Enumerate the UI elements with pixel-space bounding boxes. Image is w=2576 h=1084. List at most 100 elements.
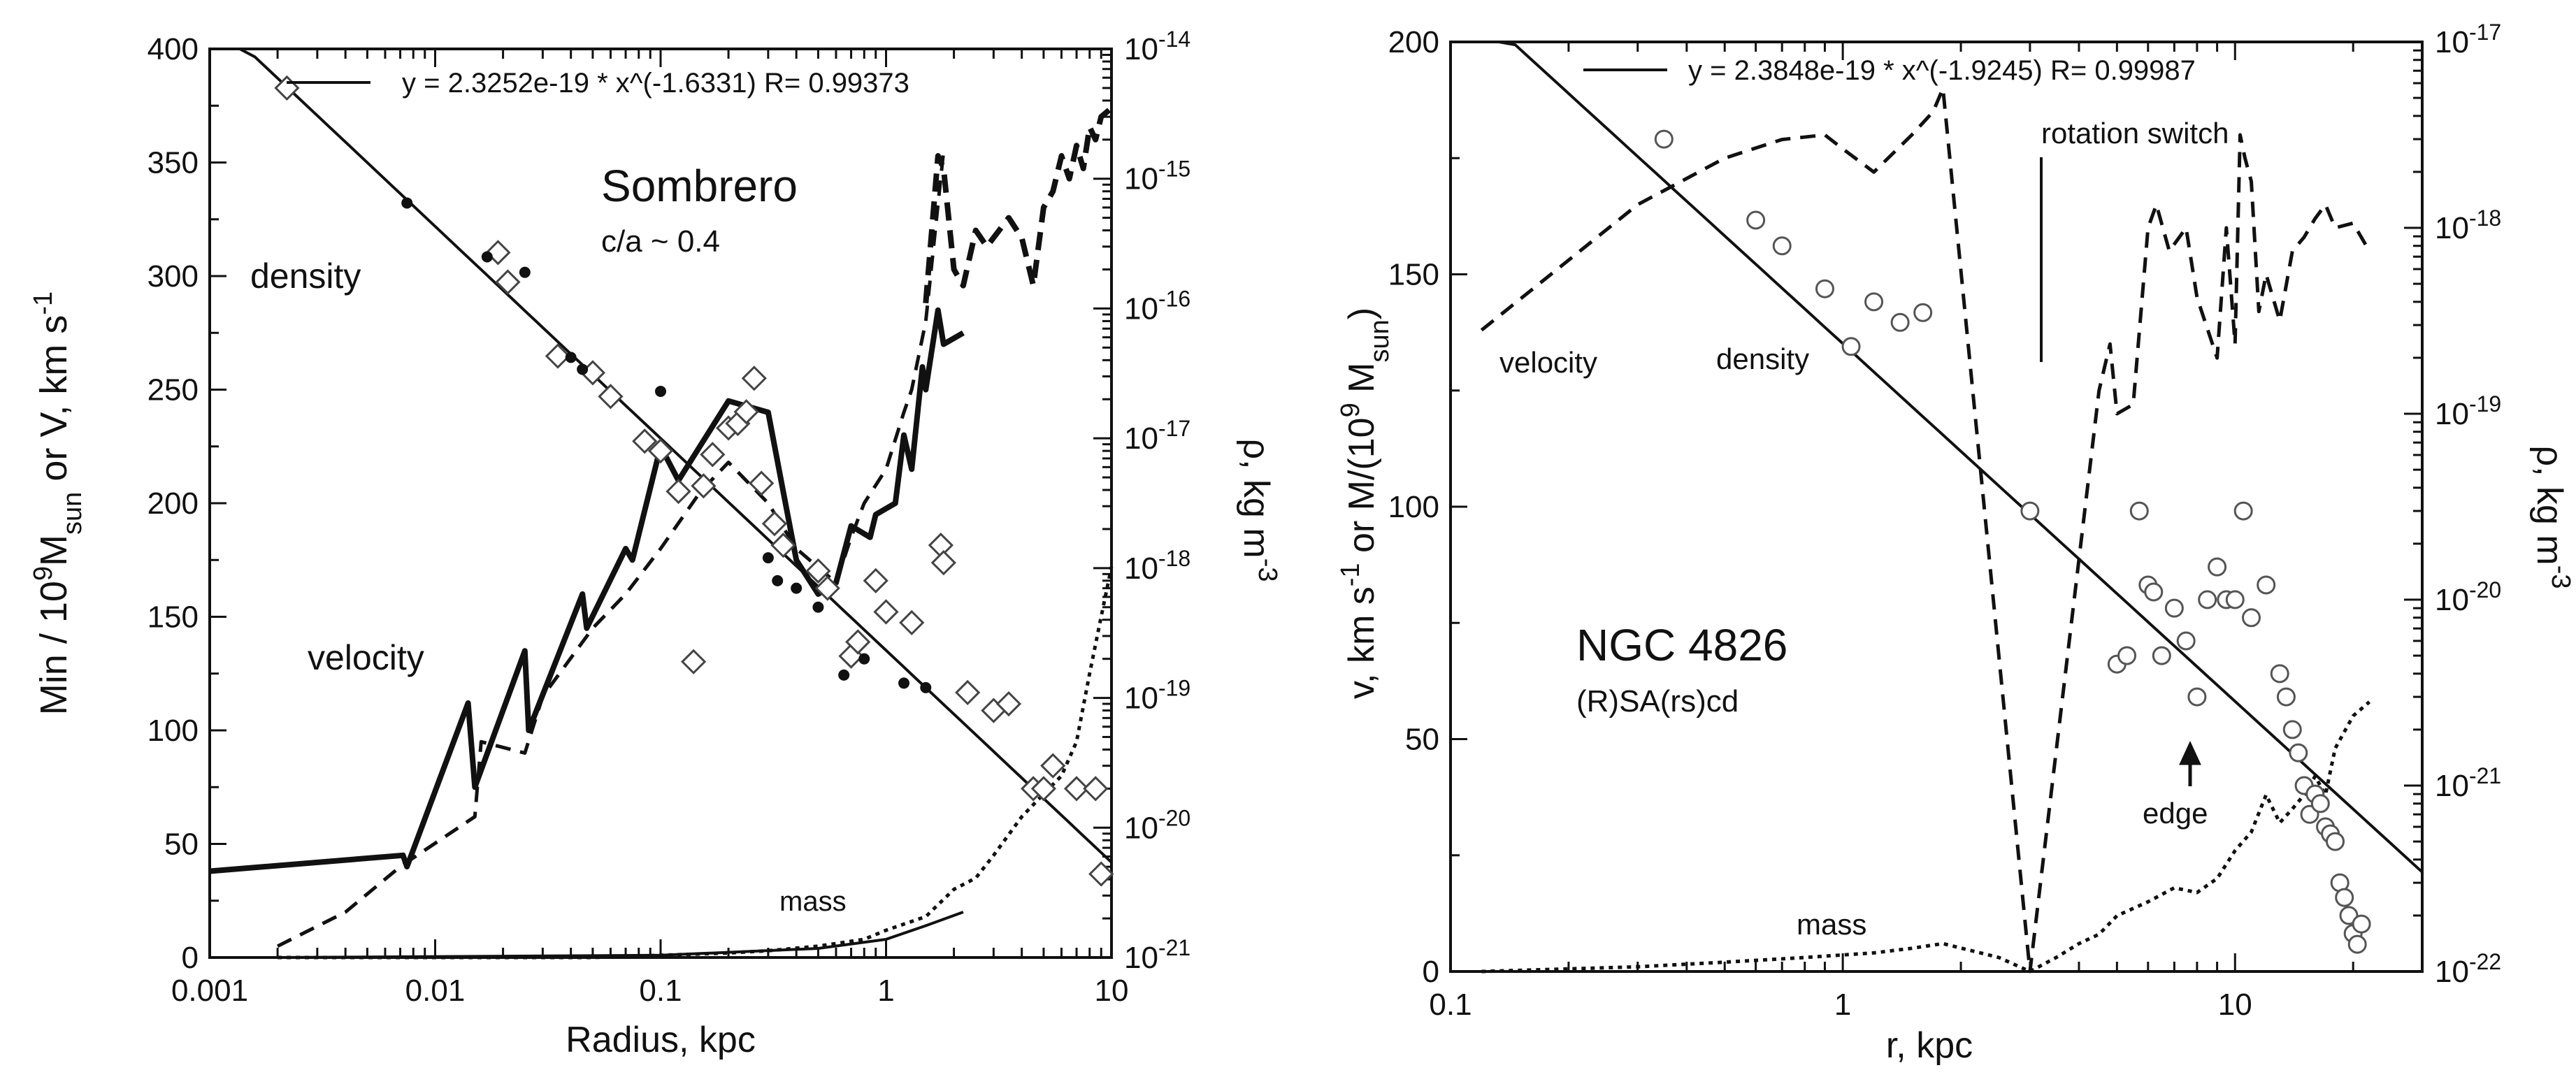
left-diamond-point	[1040, 753, 1066, 779]
left-diamond-point	[700, 442, 726, 468]
right-circle-point	[2310, 794, 2330, 814]
left-dot-point	[898, 677, 910, 689]
left-dot-point	[858, 653, 870, 665]
left-diamond-point	[691, 473, 717, 499]
left-dot-point	[920, 681, 932, 693]
left-y-tick-label: 300	[147, 259, 199, 294]
left-diamond-point	[955, 679, 981, 706]
left-data-markers	[274, 75, 1114, 887]
right-circle-point	[2129, 501, 2149, 521]
left-dot-point	[838, 669, 850, 681]
right-annotation-rotation-switch: rotation switch	[2041, 117, 2229, 150]
right-circle-point	[2208, 557, 2227, 577]
right-circle-point	[2225, 590, 2245, 609]
right-annotation-mass: mass	[1797, 908, 1866, 941]
left-x-tick-label: 0.01	[405, 974, 466, 1008]
left-diamond-point	[873, 599, 899, 625]
right-circle-point	[2335, 888, 2354, 907]
right-circle-point	[2117, 646, 2137, 665]
left-series-solid-line	[278, 911, 964, 959]
right-circle-point	[2270, 664, 2289, 684]
right-circle-point	[2276, 687, 2296, 707]
left-x-tick-label: 10	[1095, 974, 1129, 1008]
right-circle-point	[1654, 129, 1674, 149]
left-chart-title: Sombrero	[601, 161, 798, 211]
right-x-axis-label: r, kpc	[1886, 1025, 1973, 1066]
left-y-tick-label: 400	[147, 32, 199, 66]
left-y-tick-label: 50	[164, 828, 199, 862]
left-diamond-point	[995, 691, 1022, 717]
right-y-tick-label: 100	[1388, 490, 1439, 524]
left-series-solid-thick-line	[209, 307, 965, 874]
left-chart-subtitle: c/a ~ 0.4	[601, 224, 720, 259]
left-y-tick-label: 150	[147, 600, 199, 635]
right-annotation-edge: edge	[2143, 797, 2208, 830]
right-circle-point	[1890, 312, 1910, 332]
right-y-tick-label: 150	[1388, 258, 1439, 292]
left-dot-point	[565, 352, 577, 363]
left-dot-point	[519, 266, 531, 278]
right-circle-point	[2339, 906, 2359, 925]
left-right-tick-label: 10-14	[1124, 27, 1190, 66]
right-fit-line	[1451, 41, 2424, 874]
right-circle-point	[2198, 590, 2217, 609]
left-diamond-point	[733, 399, 759, 425]
right-circle-point	[2241, 608, 2261, 628]
left-series-dashed-thick-line	[923, 106, 1114, 304]
left-series-dotted-line	[278, 566, 1114, 960]
left-diamond-point	[761, 511, 788, 537]
left-y-tick-label: 350	[147, 146, 199, 180]
right-circle-point	[2289, 743, 2308, 763]
left-fit-legend-text: y = 2.3252e-19 * x^(-1.6331) R= 0.99373	[402, 68, 909, 99]
left-dot-point	[401, 197, 413, 209]
left-dot-point	[481, 251, 493, 263]
right-y-tick-label: 0	[1423, 955, 1439, 989]
left-y-tick-label: 100	[147, 714, 199, 748]
right-x-tick-label: 10	[2218, 988, 2252, 1022]
right-circle-point	[2233, 501, 2253, 521]
left-right-axis-label: ρ, kg m-3	[1236, 439, 1282, 582]
left-diamond-point	[1088, 861, 1114, 887]
right-chart-subtitle: (R)SA(rs)cd	[1576, 684, 1739, 718]
right-circle-point	[2164, 598, 2184, 618]
left-annotation-mass: mass	[779, 886, 847, 917]
right-circle-point	[1746, 210, 1766, 230]
left-dot-point	[812, 601, 824, 613]
right-circle-point	[2020, 501, 2040, 521]
right-x-tick-label: 1	[1834, 988, 1851, 1022]
left-y-tick-label: 0	[182, 941, 199, 975]
left-diamond-point	[647, 438, 674, 464]
right-circle-point	[2257, 575, 2276, 595]
left-x-tick-label: 0.1	[639, 974, 682, 1008]
right-right-axis-label: ρ, kg m-3	[2529, 446, 2575, 589]
left-diamond-point	[814, 575, 840, 601]
right-circle-point	[2152, 646, 2171, 665]
right-annotation-velocity: velocity	[1499, 346, 1597, 379]
right-circle-point	[1913, 303, 1933, 322]
right-series-dashed-line	[1480, 87, 2371, 974]
right-circle-point	[2352, 914, 2371, 934]
left-series-dashed-line	[276, 151, 946, 948]
right-circle-point	[1815, 279, 1834, 298]
left-diamond-point	[770, 533, 796, 558]
left-x-tick-label: 0.001	[171, 974, 248, 1008]
left-x-tick-label: 1	[877, 974, 894, 1008]
left-diamond-point	[665, 478, 691, 505]
left-y-tick-label: 250	[147, 373, 199, 407]
right-y-tick-label: 50	[1405, 723, 1439, 757]
right-circle-point	[1841, 337, 1861, 356]
left-diamond-point	[632, 428, 658, 454]
left-dot-point	[762, 552, 774, 564]
left-dot-point	[577, 363, 589, 375]
right-annotation-density: density	[1716, 342, 1809, 375]
right-right-tick-label: 10-21	[2435, 763, 2501, 803]
right-circle-point	[2176, 631, 2196, 651]
right-circle-point	[1772, 236, 1792, 256]
left-x-axis-label: Radius, kpc	[566, 1020, 756, 1060]
right-data-markers	[1654, 129, 2371, 954]
right-circle-point	[1864, 292, 1884, 312]
right-circle-point	[2282, 720, 2302, 739]
right-y-tick-label: 200	[1388, 25, 1439, 59]
left-dot-point	[772, 574, 784, 586]
